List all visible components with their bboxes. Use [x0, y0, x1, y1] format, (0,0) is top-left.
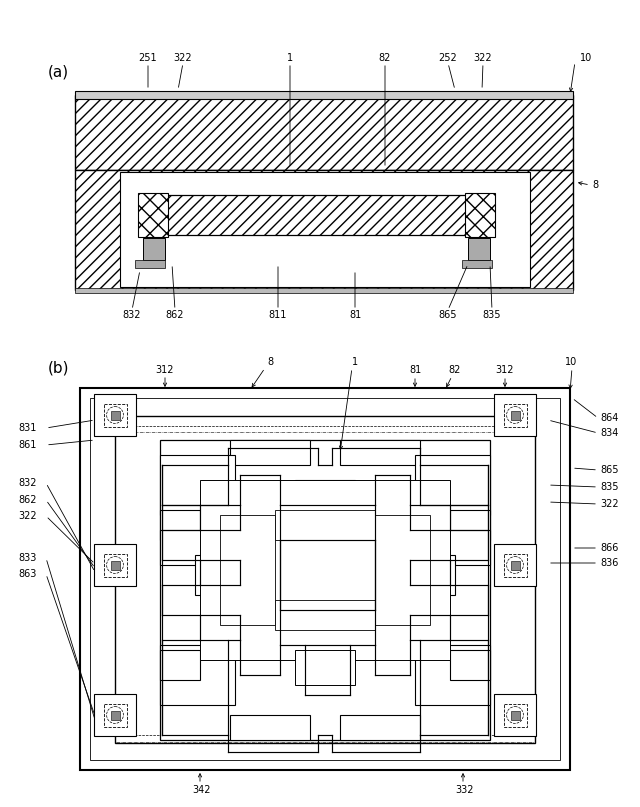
Bar: [468, 238, 490, 260]
Bar: [504, 704, 527, 727]
Text: 865: 865: [439, 310, 457, 320]
Bar: [450, 510, 490, 540]
Text: 865: 865: [600, 465, 618, 475]
Text: 312: 312: [496, 365, 515, 375]
Bar: [94, 694, 136, 736]
Bar: [75, 288, 573, 293]
Bar: [200, 480, 450, 660]
Bar: [405, 530, 490, 565]
Bar: [340, 440, 420, 465]
Text: 833: 833: [18, 553, 36, 563]
Bar: [143, 238, 165, 260]
Text: 8: 8: [592, 180, 598, 190]
Text: 342: 342: [193, 785, 211, 795]
Text: 1: 1: [287, 53, 293, 63]
Text: 251: 251: [139, 53, 157, 63]
Bar: [494, 394, 536, 436]
Bar: [90, 398, 560, 760]
Bar: [160, 455, 235, 515]
Text: 81: 81: [409, 365, 421, 375]
Bar: [220, 515, 275, 625]
Bar: [104, 704, 127, 727]
Bar: [80, 388, 570, 770]
Bar: [295, 480, 355, 660]
Text: 862: 862: [166, 310, 184, 320]
Bar: [275, 600, 375, 630]
Bar: [75, 95, 573, 170]
Bar: [295, 650, 355, 685]
Text: 8: 8: [267, 357, 273, 367]
Bar: [160, 530, 245, 565]
Bar: [511, 561, 520, 571]
Text: 1: 1: [352, 357, 358, 367]
Bar: [504, 554, 527, 577]
Text: 832: 832: [18, 478, 36, 488]
Text: (a): (a): [48, 65, 69, 80]
Bar: [195, 555, 455, 595]
Bar: [415, 645, 490, 705]
Text: 322: 322: [474, 53, 492, 63]
Text: 864: 864: [600, 413, 618, 423]
Bar: [275, 510, 375, 540]
Bar: [230, 440, 310, 465]
Bar: [511, 411, 520, 420]
Text: 10: 10: [565, 357, 577, 367]
Bar: [160, 510, 200, 540]
Text: (b): (b): [48, 361, 70, 375]
Bar: [160, 650, 200, 680]
Bar: [115, 416, 535, 743]
Text: 82: 82: [449, 365, 461, 375]
Text: 322: 322: [18, 511, 36, 521]
Text: 81: 81: [349, 310, 361, 320]
Text: 82: 82: [379, 53, 391, 63]
Text: 866: 866: [600, 543, 618, 553]
Bar: [465, 193, 495, 237]
Bar: [94, 544, 136, 586]
Text: 252: 252: [438, 53, 458, 63]
Bar: [120, 172, 530, 287]
Bar: [494, 694, 536, 736]
Bar: [494, 544, 536, 586]
Text: 312: 312: [156, 365, 174, 375]
Text: 831: 831: [18, 423, 36, 433]
Text: 862: 862: [18, 495, 36, 505]
Text: 835: 835: [600, 482, 618, 492]
Bar: [111, 411, 120, 420]
Text: 811: 811: [269, 310, 287, 320]
Text: 836: 836: [600, 558, 618, 568]
Bar: [94, 394, 136, 436]
Bar: [111, 561, 120, 571]
Bar: [504, 404, 527, 427]
Text: 322: 322: [600, 499, 619, 509]
Bar: [104, 554, 127, 577]
Bar: [375, 515, 430, 625]
Text: 834: 834: [600, 428, 618, 438]
Bar: [111, 711, 120, 720]
Bar: [75, 91, 573, 99]
Bar: [104, 404, 127, 427]
Text: 322: 322: [173, 53, 192, 63]
Bar: [135, 260, 165, 268]
Text: 832: 832: [123, 310, 141, 320]
Text: 861: 861: [18, 440, 36, 450]
Bar: [462, 260, 492, 268]
Text: 835: 835: [483, 310, 501, 320]
Bar: [230, 715, 310, 740]
Text: 863: 863: [18, 569, 36, 579]
Text: 10: 10: [580, 53, 592, 63]
Bar: [75, 170, 573, 290]
Bar: [138, 193, 168, 237]
Bar: [450, 650, 490, 680]
Bar: [415, 455, 490, 515]
Text: 332: 332: [456, 785, 474, 795]
Bar: [160, 440, 490, 740]
Bar: [160, 645, 235, 705]
Bar: [160, 195, 475, 235]
Bar: [340, 715, 420, 740]
Bar: [511, 711, 520, 720]
